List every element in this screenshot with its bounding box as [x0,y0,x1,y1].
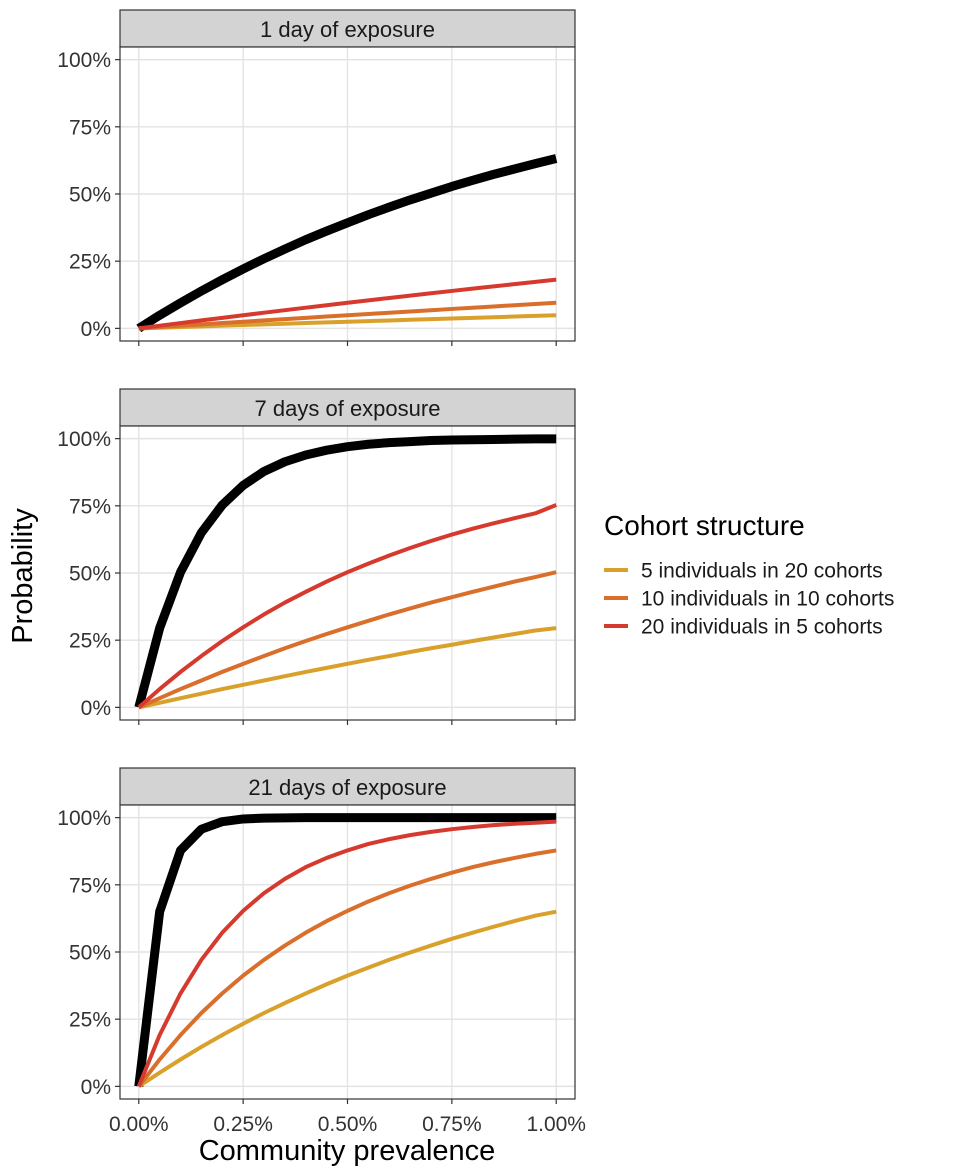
y-tick-label: 50% [69,563,111,586]
panel-title: 7 days of exposure [255,396,441,421]
series-line-5-individuals [138,313,557,331]
panel-border [119,46,576,342]
y-tick-label: 25% [69,251,111,274]
y-tick-label: 0% [81,318,111,341]
y-axis-title: Probability [7,508,39,644]
panel-3: 21 days of exposure 0% 25% 50% 75% 100% 0.00% 0… [57,767,586,1136]
series-line-all [134,434,557,709]
panel-strip [119,388,576,427]
x-tick-label: 0.75% [422,1113,482,1136]
y-tick-label: 50% [69,942,111,965]
legend: Cohort structure 5 individuals in 20 coh… [604,510,894,639]
y-tick-label: 75% [69,116,111,139]
y-tick-label: 0% [81,697,111,720]
y-tick-label: 25% [69,630,111,653]
panel-1: 1 day of exposure 0% 25% 50% 75% 100% [57,9,576,346]
y-tick-label: 75% [69,874,111,897]
panel-2: 7 days of exposure 0% 25% 50% 75% 100% [57,388,576,725]
y-tick-label: 0% [81,1076,111,1099]
series-line-20-individuals [137,503,557,709]
x-tick-label: 0.50% [318,1113,378,1136]
x-tick-label: 0.25% [213,1113,273,1136]
legend-items: 5 individuals in 20 cohorts 10 individual… [604,560,894,639]
x-axis-title: Community prevalence [199,1135,496,1167]
legend-title: Cohort structure [604,510,805,541]
series-line-20-individuals [136,819,557,1088]
series-line-10-individuals [137,570,557,710]
series-line-10-individuals [138,300,557,331]
y-tick-label: 100% [57,428,111,451]
y-tick-label: 100% [57,49,111,72]
y-tick-label: 25% [69,1009,111,1032]
panel-title: 1 day of exposure [260,17,435,42]
legend-label: 20 individuals in 5 cohorts [641,616,883,639]
panel-title: 21 days of exposure [248,775,446,800]
series-line-all [134,813,557,1087]
series-line-all [136,154,558,333]
panel-strip [119,9,576,48]
series-line-5-individuals [138,626,557,710]
series-line-10-individuals [137,848,557,1088]
panel-border [119,425,576,721]
panel-border [119,804,576,1100]
x-tick-label: 1.00% [526,1113,586,1136]
x-tick-label: 0.00% [109,1113,169,1136]
legend-label: 10 individuals in 10 cohorts [641,588,894,611]
series-line-20-individuals [138,277,557,331]
series-line-5-individuals [137,909,557,1089]
y-tick-label: 75% [69,495,111,518]
legend-label: 5 individuals in 20 cohorts [641,560,883,583]
panel-strip [119,767,576,806]
y-tick-label: 100% [57,807,111,830]
y-tick-label: 50% [69,184,111,207]
